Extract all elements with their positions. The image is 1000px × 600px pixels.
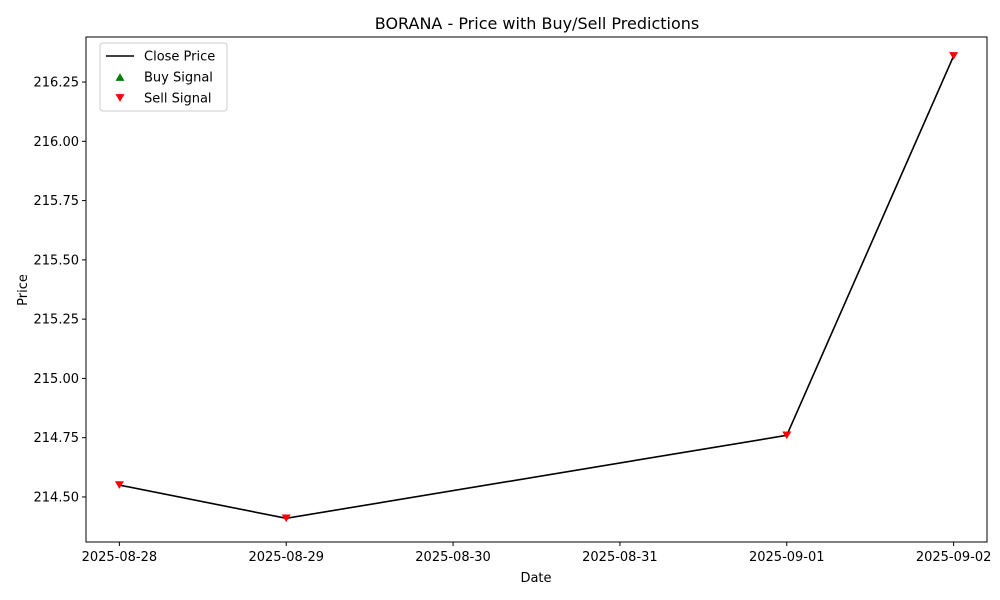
legend-swatch-sell <box>115 94 125 102</box>
close-price-line <box>119 55 955 520</box>
sell-signal-marker <box>949 52 959 60</box>
y-tick-label: 214.75 <box>34 431 80 446</box>
x-tick-label: 2025-09-02 <box>916 550 992 565</box>
sell-signal-marker <box>114 481 124 489</box>
x-tick-label: 2025-08-30 <box>415 550 491 565</box>
legend-entry-label: Buy Signal <box>144 71 213 86</box>
x-tick-label: 2025-08-28 <box>82 550 158 565</box>
y-axis-label: Price <box>16 274 31 306</box>
y-tick-label: 214.50 <box>34 490 80 505</box>
data-marks <box>114 52 959 523</box>
legend-box <box>99 42 228 112</box>
axis-ticks: 2025-08-28 2025-08-29 2025-08-30 2025-08-31… <box>34 76 992 565</box>
y-tick-label: 215.75 <box>34 194 80 209</box>
x-tick-label: 2025-09-01 <box>749 550 825 565</box>
legend-swatch-buy <box>115 73 125 81</box>
legend-entry-label: Close Price <box>144 50 215 65</box>
sell-signal-marker <box>281 514 291 523</box>
legend-entry-label: Sell Signal <box>144 92 212 107</box>
chart-title: BORANA - Price with Buy/Sell Predictions <box>375 14 699 33</box>
y-tick-label: 215.00 <box>34 372 80 387</box>
sell-signal-marker <box>782 431 792 440</box>
y-tick-label: 216.00 <box>34 135 80 150</box>
y-tick-label: 215.50 <box>34 253 80 268</box>
x-axis-label: Date <box>520 571 551 586</box>
plot-area <box>86 37 987 542</box>
x-tick-label: 2025-08-29 <box>248 550 324 565</box>
x-tick-label: 2025-08-31 <box>582 550 658 565</box>
plot-frame <box>85 36 988 543</box>
y-tick-label: 215.25 <box>34 313 80 328</box>
legend: Close Price Buy Signal Sell Signal <box>99 42 228 112</box>
y-tick-label: 216.25 <box>34 76 80 91</box>
